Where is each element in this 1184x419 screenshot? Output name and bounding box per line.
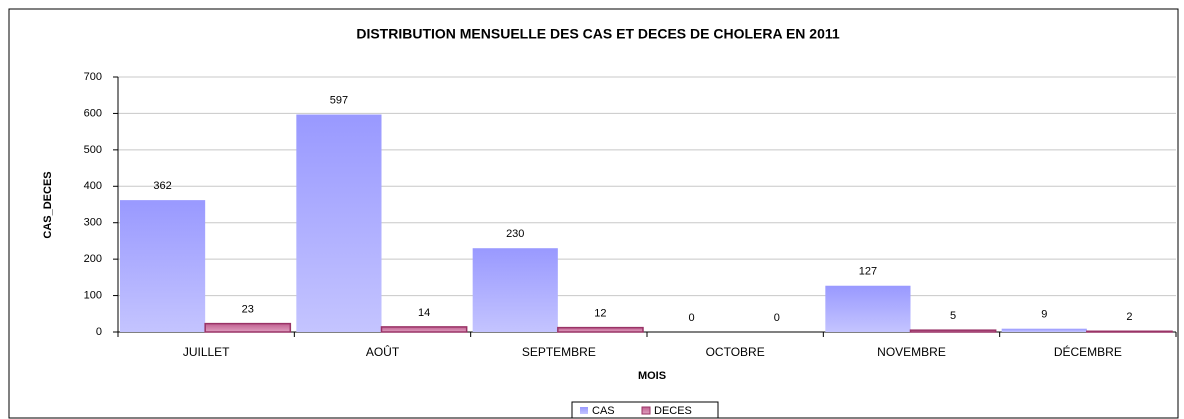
bar — [120, 200, 206, 332]
value-label: 5 — [950, 310, 956, 322]
y-axis-title: CAS_DECES — [42, 171, 54, 238]
value-label: 14 — [418, 307, 430, 319]
bar — [557, 326, 644, 333]
y-tick-label: 300 — [84, 217, 102, 229]
x-tick-label: JUILLET — [183, 345, 230, 359]
y-tick-label: 100 — [84, 289, 102, 301]
x-axis-title: MOIS — [638, 370, 666, 382]
bar — [1001, 328, 1087, 332]
y-tick-label: 0 — [96, 326, 102, 338]
y-tick-label: 200 — [84, 253, 102, 265]
chart-title: DISTRIBUTION MENSUELLE DES CAS ET DECES … — [356, 26, 840, 42]
bar — [1086, 330, 1173, 333]
x-tick-label: SEPTEMBRE — [522, 345, 596, 359]
x-tick-label: OCTOBRE — [706, 345, 765, 359]
legend-swatch — [641, 406, 651, 415]
legend-swatch — [580, 407, 588, 414]
value-label: 362 — [153, 180, 171, 192]
value-label: 12 — [594, 308, 606, 320]
bar — [296, 114, 382, 333]
x-tick-label: DÉCEMBRE — [1054, 344, 1122, 359]
value-label: 0 — [689, 312, 695, 324]
bar — [204, 322, 292, 333]
value-label: 23 — [242, 304, 254, 316]
x-tick-label: AOÛT — [366, 344, 400, 359]
y-tick-label: 500 — [84, 144, 102, 156]
legend-label: DECES — [654, 405, 692, 417]
value-label: 127 — [859, 266, 877, 278]
legend-label: CAS — [592, 405, 615, 417]
y-tick-label: 700 — [84, 71, 102, 83]
bar — [472, 248, 558, 332]
bar — [380, 326, 468, 333]
y-tick-label: 400 — [84, 180, 102, 192]
value-label: 0 — [774, 312, 780, 324]
value-label: 597 — [330, 94, 348, 106]
y-tick-label: 600 — [84, 107, 102, 119]
bar — [909, 329, 997, 333]
x-tick-label: NOVEMBRE — [877, 345, 946, 359]
value-label: 2 — [1126, 311, 1132, 323]
value-label: 230 — [506, 228, 524, 240]
bar — [825, 285, 911, 332]
value-label: 9 — [1041, 309, 1047, 321]
